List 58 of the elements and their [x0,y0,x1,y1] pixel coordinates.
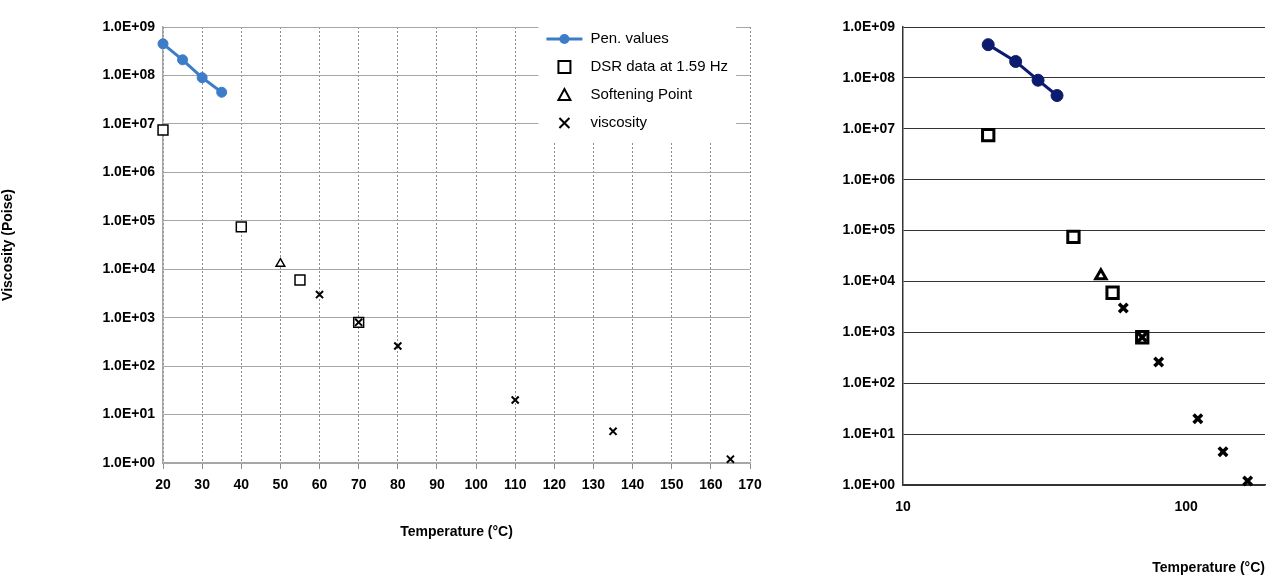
x-tick-label: 130 [581,476,606,493]
legend-label: viscosity [590,113,648,131]
x-tick-label: 170 [738,476,762,493]
y-tick-label: 1.0E+08 [842,68,896,85]
legend-label: Softening Point [590,85,693,103]
y-tick-label: 1.0E+01 [102,405,156,422]
legend-label: DSR data at 1.59 Hz [590,57,729,75]
x-tick-label: 40 [233,476,250,493]
y-tick-label: 1.0E+06 [102,163,156,180]
point [294,274,306,286]
x-tick-label: 90 [429,476,445,493]
point [196,72,208,84]
x-tick-label: 150 [660,476,684,493]
point [216,86,228,98]
y-tick-label: 1.0E+09 [842,17,896,34]
y-tick-label: 1.0E+06 [842,170,896,187]
x-tick-label: 70 [350,476,367,493]
x-tick-label: 20 [155,476,171,493]
y-tick-label: 1.0E+03 [102,308,156,325]
y-tick-label: 1.0E+04 [102,260,156,277]
y-tick-label: 1.0E+05 [102,211,156,228]
point [157,124,169,136]
x-tick-label: 100 [464,476,488,493]
y-tick-label: 1.0E+05 [842,221,896,238]
y-tick-label: 1.0E+07 [842,119,896,136]
x-axis-title: Temperature (°C) [400,523,513,540]
x-tick-label: 60 [311,476,328,493]
point [393,341,403,351]
y-tick-label: 1.0E+04 [842,272,896,289]
x-tick-label: 110 [503,476,527,493]
x-tick-label: 160 [699,476,723,493]
point [608,426,618,436]
x-tick-label: 10 [895,498,911,515]
point [157,38,169,50]
x-tick-label: 80 [390,476,406,493]
point [510,395,520,405]
y-tick-label: 1.0E+02 [102,356,156,373]
y-tick-label: 1.0E+00 [842,475,896,492]
point [725,454,735,464]
point [177,54,189,66]
point [235,221,247,233]
y-tick-label: 1.0E+07 [102,114,156,131]
x-tick-label: 50 [272,476,289,493]
x-axis-title: Temperature (°C) [1152,559,1265,576]
x-tick-label: 30 [194,476,211,493]
x-tick-label: 140 [620,476,645,493]
y-tick-label: 1.0E+00 [102,453,156,470]
point [315,290,325,300]
y-axis-title: Viscosity (Poise) [0,189,16,301]
y-tick-label: 1.0E+03 [842,323,896,340]
y-tick-label: 1.0E+09 [102,17,156,34]
y-tick-label: 1.0E+08 [102,66,156,83]
y-tick-label: 1.0E+02 [842,374,896,391]
point [275,257,286,267]
legend-label: Pen. values [590,29,669,47]
y-tick-label: 1.0E+01 [842,424,896,441]
x-tick-label: 120 [542,476,567,493]
x-tick-label: 100 [1174,498,1198,515]
